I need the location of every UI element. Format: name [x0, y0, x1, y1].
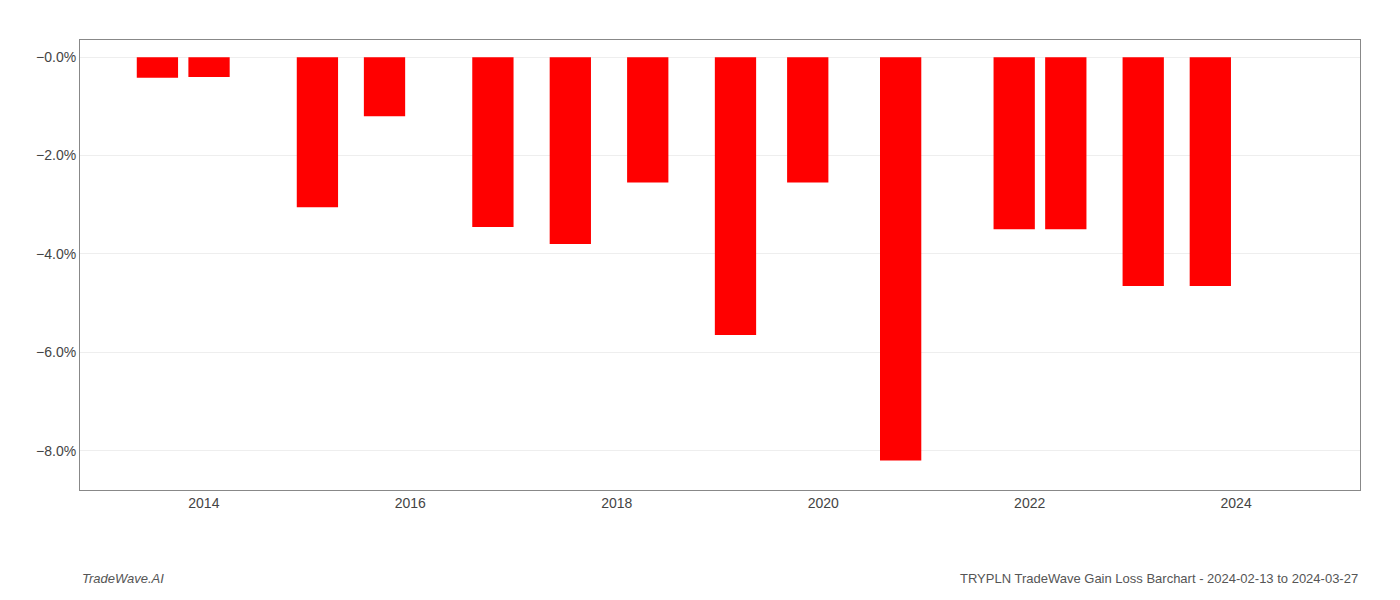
svg-text:TRYPLN TradeWave Gain Loss Bar: TRYPLN TradeWave Gain Loss Barchart - 20…: [960, 571, 1358, 586]
svg-text:2018: 2018: [601, 495, 632, 511]
svg-text:−8.0%: −8.0%: [36, 443, 76, 459]
svg-text:2020: 2020: [808, 495, 839, 511]
svg-text:−6.0%: −6.0%: [36, 344, 76, 360]
svg-text:TradeWave.AI: TradeWave.AI: [82, 571, 164, 586]
svg-text:2014: 2014: [188, 495, 219, 511]
svg-text:2022: 2022: [1014, 495, 1045, 511]
svg-text:−2.0%: −2.0%: [36, 147, 76, 163]
svg-text:−4.0%: −4.0%: [36, 246, 76, 262]
svg-text:−0.0%: −0.0%: [36, 49, 76, 65]
svg-text:2024: 2024: [1221, 495, 1252, 511]
svg-text:2016: 2016: [395, 495, 426, 511]
